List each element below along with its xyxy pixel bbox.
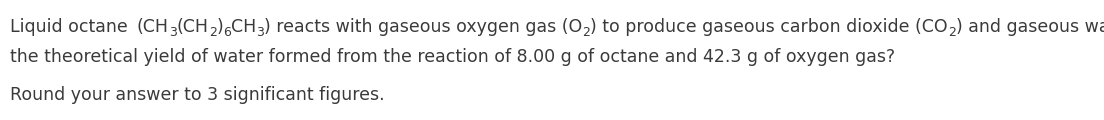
Text: (CH: (CH: [137, 18, 169, 36]
Text: the theoretical yield of water formed from the reaction of 8.00 g of octane and : the theoretical yield of water formed fr…: [10, 48, 895, 66]
Text: 2: 2: [583, 26, 591, 39]
Text: 6: 6: [223, 26, 231, 39]
Text: ) and gaseous water (H: ) and gaseous water (H: [956, 18, 1104, 36]
Text: ) reacts with gaseous oxygen gas (O: ) reacts with gaseous oxygen gas (O: [264, 18, 583, 36]
Text: 2: 2: [948, 26, 956, 39]
Text: 3: 3: [169, 26, 177, 39]
Text: Round your answer to 3 significant figures.: Round your answer to 3 significant figur…: [10, 86, 384, 104]
Text: ) to produce gaseous carbon dioxide (CO: ) to produce gaseous carbon dioxide (CO: [591, 18, 948, 36]
Text: 3: 3: [256, 26, 264, 39]
Text: (CH: (CH: [177, 18, 209, 36]
Text: ): ): [216, 18, 223, 36]
Text: Liquid octane: Liquid octane: [10, 18, 134, 36]
Text: CH: CH: [231, 18, 256, 36]
Text: 2: 2: [209, 26, 216, 39]
